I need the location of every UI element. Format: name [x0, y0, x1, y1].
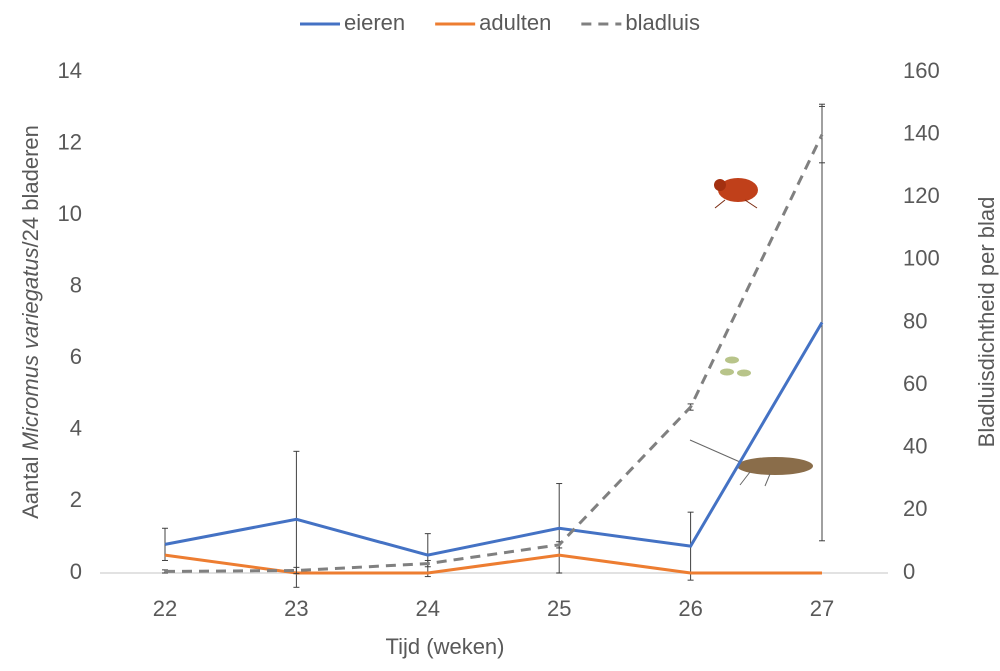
y-axis-title: Aantal Micromus variegatus/24 bladeren [18, 125, 43, 519]
y2-axis-title: Bladluisdichtheid per blad [974, 197, 999, 448]
y-tick-label: 8 [70, 273, 82, 298]
y-tick-label: 14 [58, 58, 82, 83]
y2-tick-label: 140 [903, 120, 940, 145]
y2-tick-label: 160 [903, 58, 940, 83]
y-tick-label: 2 [70, 487, 82, 512]
ladybird-icon [714, 178, 758, 209]
series-line [164, 321, 824, 557]
x-tick-label: 22 [153, 596, 177, 621]
legend-label: eieren [344, 10, 405, 35]
y2-tick-label: 60 [903, 371, 927, 396]
y-tick-label: 0 [70, 559, 82, 584]
series-line [164, 133, 824, 573]
x-tick-label: 24 [416, 596, 440, 621]
eggs-icon [720, 356, 751, 377]
y2-tick-label: 0 [903, 559, 915, 584]
y-tick-label: 12 [58, 129, 82, 154]
lacewing-icon [689, 439, 813, 487]
y2-tick-label: 20 [903, 496, 927, 521]
x-tick-label: 25 [547, 596, 571, 621]
y-title-part: /24 bladeren [18, 125, 43, 247]
series-line [164, 553, 822, 575]
y-title-part: Aantal [18, 450, 43, 519]
y2-tick-label: 80 [903, 308, 927, 333]
y-tick-label: 6 [70, 344, 82, 369]
x-tick-label: 27 [810, 596, 834, 621]
y-tick-label: 10 [58, 201, 82, 226]
y2-tick-label: 100 [903, 246, 940, 271]
y-title-part: Micromus variegatus [18, 247, 43, 450]
y2-tick-label: 40 [903, 434, 927, 459]
legend-label: adulten [479, 10, 551, 35]
x-tick-label: 23 [284, 596, 308, 621]
x-axis-title: Tijd (weken) [386, 634, 505, 659]
legend-label: bladluis [625, 10, 700, 35]
y-tick-label: 4 [70, 416, 82, 441]
x-tick-label: 26 [678, 596, 702, 621]
y2-tick-label: 120 [903, 183, 940, 208]
